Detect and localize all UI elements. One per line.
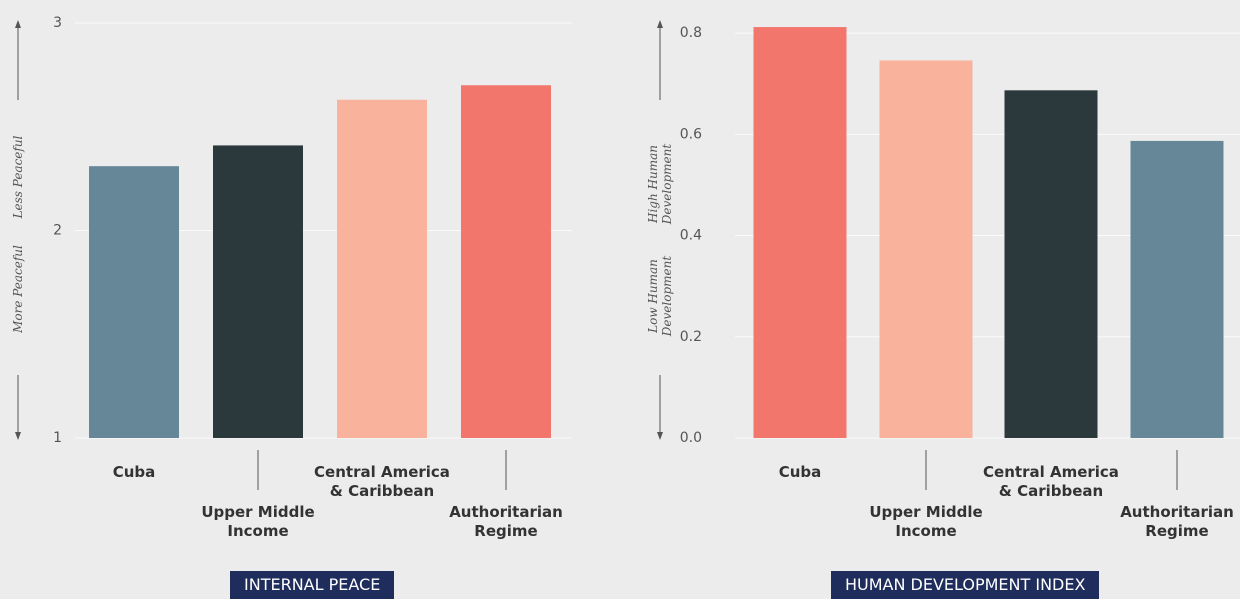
chart-title: INTERNAL PEACE: [230, 571, 395, 599]
x-tick-label: Upper Middle Income: [201, 503, 315, 540]
bar: [461, 85, 551, 438]
axis-label: Low Human Development: [646, 255, 674, 337]
bar: [879, 60, 973, 438]
arrow-head: [15, 432, 21, 440]
x-tick-label: Authoritarian Regime: [449, 503, 563, 540]
axis-label: More Peaceful: [11, 245, 25, 333]
chart-title: HUMAN DEVELOPMENT INDEX: [831, 571, 1100, 599]
x-tick-label: Upper Middle Income: [869, 503, 983, 540]
y-tick-label: 0.4: [680, 228, 702, 244]
y-tick-label: 0.2: [680, 329, 702, 345]
x-tick-label: Cuba: [112, 463, 156, 481]
y-tick-label: 0.0: [680, 430, 702, 446]
y-tick-label: 0.8: [680, 25, 702, 41]
bar: [1130, 140, 1224, 439]
arrow-head: [15, 20, 21, 28]
bar: [337, 99, 427, 439]
x-tick-label: Cuba: [778, 463, 822, 481]
x-tick-label: Authoritarian Regime: [1120, 503, 1234, 540]
bar: [89, 166, 179, 439]
x-tick-label: Central America & Caribbean: [314, 463, 450, 500]
bar: [213, 145, 303, 439]
y-tick-label: 2: [53, 223, 62, 239]
arrow-head: [657, 20, 663, 28]
y-tick-label: 3: [53, 15, 62, 31]
bar: [1004, 90, 1098, 438]
bar: [753, 27, 847, 439]
axis-label: High Human Development: [646, 143, 674, 225]
axis-label: Less Peaceful: [11, 135, 25, 219]
arrow-head: [657, 432, 663, 440]
y-tick-label: 1: [53, 430, 62, 446]
y-tick-label: 0.6: [680, 126, 702, 142]
x-tick-label: Central America & Caribbean: [983, 463, 1119, 500]
